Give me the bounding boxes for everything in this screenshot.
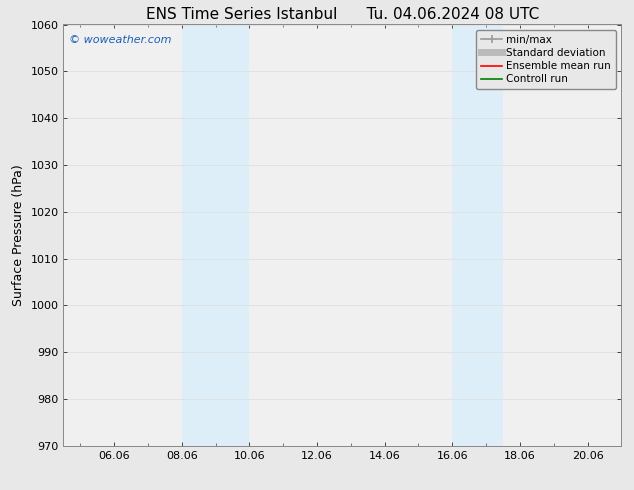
Legend: min/max, Standard deviation, Ensemble mean run, Controll run: min/max, Standard deviation, Ensemble me… [476,30,616,90]
Bar [182,24,249,446]
Title: ENS Time Series Istanbul      Tu. 04.06.2024 08 UTC: ENS Time Series Istanbul Tu. 04.06.2024 … [146,7,539,22]
Bar [452,24,503,446]
Y-axis label: Surface Pressure (hPa): Surface Pressure (hPa) [12,164,25,306]
Text: © woweather.com: © woweather.com [69,35,171,45]
